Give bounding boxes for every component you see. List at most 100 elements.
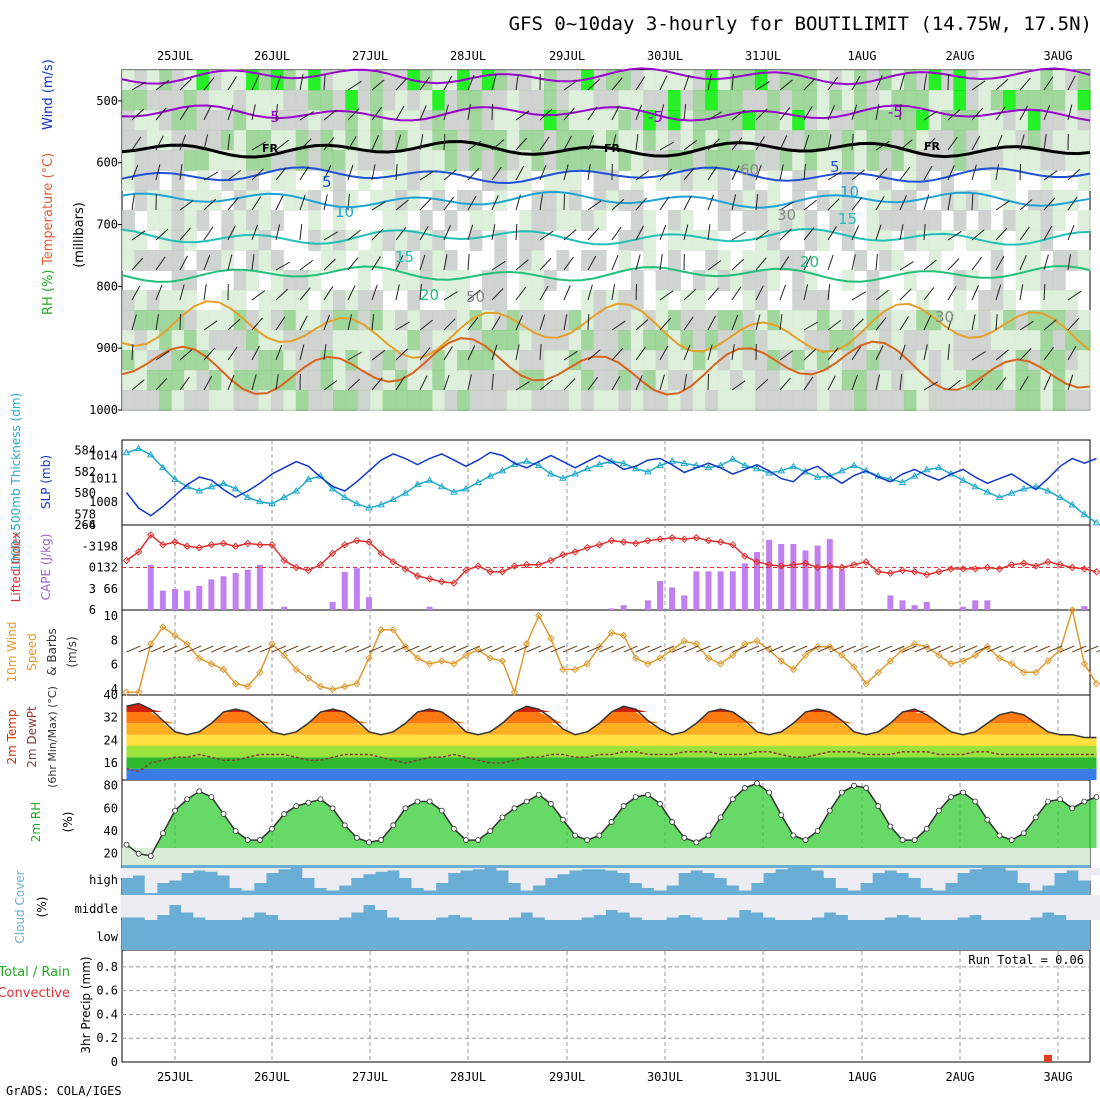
wind10m-barb (1072, 645, 1087, 653)
rh-cell (779, 370, 793, 391)
cloud-clear (447, 895, 461, 915)
rh-cell (246, 210, 260, 231)
wind-barb (395, 77, 408, 91)
wind10m-barb (1096, 649, 1100, 653)
wind10m-barb (453, 645, 469, 653)
rh-cell (581, 370, 595, 391)
lifted-index-point (1032, 562, 1040, 570)
rh-cell (208, 250, 222, 271)
wind-barb (635, 283, 638, 301)
rh-cell (928, 390, 942, 411)
wind-barb (563, 350, 578, 361)
cape-bar (669, 587, 676, 610)
rh-cell (816, 370, 830, 391)
rh-cell (879, 70, 892, 91)
rh-cell (668, 70, 681, 91)
thickness-point (837, 466, 846, 474)
isotherm-25 (121, 300, 1091, 359)
cloud-clear (944, 868, 958, 883)
rh-cell (990, 330, 1004, 351)
rh-cell (196, 170, 210, 191)
rh-cell (1015, 230, 1029, 251)
rh-cell (705, 310, 719, 331)
rh-cell (581, 350, 595, 371)
wind-barb (755, 194, 759, 211)
rh-cell (879, 130, 892, 151)
wind-barb (1019, 77, 1031, 91)
rh-cell (866, 370, 880, 391)
wind-barb (947, 379, 961, 391)
rh-cell (407, 150, 421, 171)
wind-barb (971, 285, 979, 301)
wind-barb (923, 74, 927, 91)
rh-cell (854, 310, 868, 331)
slp-axis-label: SLP (mb) (39, 455, 53, 509)
rh-cell (122, 290, 135, 311)
rh-cell (1052, 70, 1066, 91)
wind-barb (347, 285, 356, 301)
rh-cell (941, 170, 954, 191)
slp-tick: 1011 (89, 472, 118, 486)
rh-cell (184, 350, 197, 371)
cloud-clear (1078, 895, 1091, 920)
cloud-clear (629, 895, 643, 918)
lifted-index-point (341, 541, 349, 549)
rh-cell (866, 330, 880, 351)
thickness-point (619, 459, 628, 466)
cloud-clear (556, 895, 570, 920)
wind-barb (443, 75, 453, 91)
rh-cell (606, 150, 619, 171)
rh-cell (159, 90, 173, 111)
wind-barb (851, 291, 866, 301)
wind-barb (371, 228, 384, 241)
rh-cell (419, 370, 433, 391)
rh-cell (184, 370, 197, 391)
rh-cell (593, 310, 607, 331)
wind-barb (995, 200, 1010, 211)
thickness-point (1056, 493, 1065, 500)
day-label-top: 25JUL (157, 49, 193, 63)
rh-cell (208, 70, 222, 91)
wind-barb (1043, 254, 1049, 271)
wind10m-barb (902, 645, 917, 653)
rh-cell (407, 290, 421, 311)
rh-cell (419, 270, 433, 291)
rh-cell (171, 90, 185, 111)
rh-cell (717, 370, 731, 391)
rh-cell (320, 330, 334, 351)
rh-cell (965, 330, 979, 351)
thickness-point (158, 463, 167, 471)
wind-barb (899, 166, 911, 181)
wind10m-point (571, 665, 579, 674)
rh-cell (531, 90, 545, 111)
rh-cell (419, 150, 433, 171)
thickness-point (1080, 510, 1089, 517)
wind10m-barb (914, 645, 929, 653)
wind-barb (731, 74, 734, 91)
temp-band (126, 768, 1097, 780)
cape-bar (208, 579, 215, 610)
wind-barb (131, 136, 142, 151)
wind10m-point (716, 660, 725, 668)
thickness-point (474, 478, 483, 485)
wind-barb (683, 74, 690, 91)
lifted-index-point (826, 562, 834, 570)
cloud-clear (1041, 895, 1055, 913)
cape-bar (693, 571, 700, 610)
thickness-axis-label: 1000~500mb Thickness (dm) (9, 393, 23, 571)
wind-axis-label-3: & Barbs (45, 628, 59, 676)
rh-cell (593, 330, 607, 351)
rh2m-point (317, 796, 324, 803)
rh-cell (295, 370, 309, 391)
wind-barb (515, 344, 520, 361)
thickness-point (207, 482, 216, 490)
rh-cell (841, 390, 855, 411)
rh-cell (829, 70, 843, 91)
wind-barb (323, 109, 337, 121)
rh-cell (159, 310, 173, 331)
rh2m-point (438, 807, 445, 814)
lifted-index-point (389, 558, 397, 566)
rh-cell (978, 350, 992, 371)
lifted-index-point (353, 536, 361, 545)
wind-barb (131, 108, 145, 121)
